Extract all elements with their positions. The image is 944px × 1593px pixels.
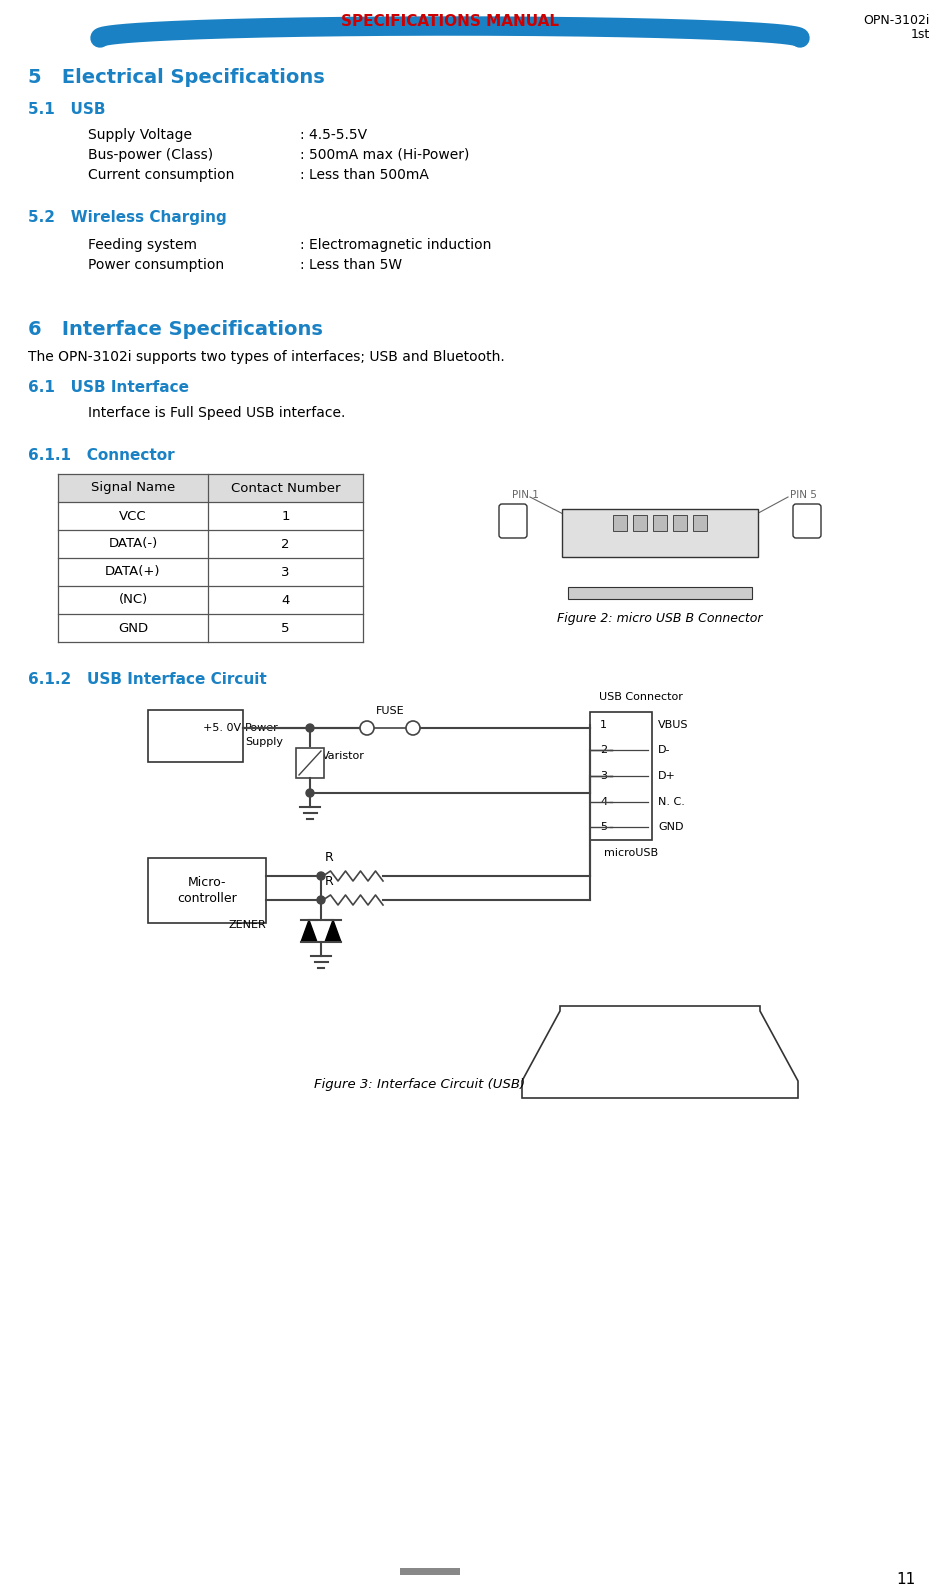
Text: 1: 1 bbox=[281, 510, 290, 523]
Text: ZENER: ZENER bbox=[228, 921, 266, 930]
Text: Figure 3: Interface Circuit (USB): Figure 3: Interface Circuit (USB) bbox=[314, 1078, 526, 1091]
Bar bbox=[653, 515, 667, 530]
Circle shape bbox=[317, 895, 325, 903]
Text: Figure 2: micro USB B Connector: Figure 2: micro USB B Connector bbox=[557, 612, 763, 624]
Text: D-: D- bbox=[658, 746, 670, 755]
Bar bbox=[400, 1568, 460, 1575]
Text: VCC: VCC bbox=[119, 510, 147, 523]
Bar bbox=[296, 749, 324, 777]
Circle shape bbox=[306, 723, 314, 733]
Text: OPN-3102i: OPN-3102i bbox=[864, 14, 930, 27]
Text: VBUS: VBUS bbox=[658, 720, 688, 730]
Circle shape bbox=[406, 722, 420, 734]
Bar bbox=[590, 712, 652, 840]
Text: 4: 4 bbox=[281, 594, 290, 607]
Text: 5.2   Wireless Charging: 5.2 Wireless Charging bbox=[28, 210, 227, 225]
Text: 2: 2 bbox=[600, 746, 607, 755]
Text: N. C.: N. C. bbox=[658, 796, 685, 806]
Text: 6.1.2   USB Interface Circuit: 6.1.2 USB Interface Circuit bbox=[28, 672, 267, 687]
Text: 5.1   USB: 5.1 USB bbox=[28, 102, 106, 116]
Text: PIN 1: PIN 1 bbox=[512, 491, 539, 500]
Text: DATA(+): DATA(+) bbox=[105, 566, 160, 578]
Text: 1: 1 bbox=[600, 720, 607, 730]
Text: DATA(-): DATA(-) bbox=[109, 537, 158, 551]
Bar bbox=[148, 859, 266, 922]
Text: D+: D+ bbox=[658, 771, 676, 781]
Text: USB Connector: USB Connector bbox=[599, 691, 683, 703]
Text: 5: 5 bbox=[281, 621, 290, 634]
Text: FUSE: FUSE bbox=[376, 706, 404, 715]
Text: : Electromagnetic induction: : Electromagnetic induction bbox=[300, 237, 492, 252]
Text: 3: 3 bbox=[600, 771, 607, 781]
Polygon shape bbox=[325, 921, 341, 941]
Text: : Less than 5W: : Less than 5W bbox=[300, 258, 402, 272]
Text: Micro-: Micro- bbox=[188, 876, 227, 889]
Text: GND: GND bbox=[118, 621, 148, 634]
Text: Signal Name: Signal Name bbox=[91, 481, 176, 494]
Text: 1st: 1st bbox=[911, 29, 930, 41]
Text: Supply: Supply bbox=[245, 738, 283, 747]
Text: microUSB: microUSB bbox=[604, 847, 658, 859]
Text: 4: 4 bbox=[600, 796, 607, 806]
Text: PIN 5: PIN 5 bbox=[790, 491, 817, 500]
Bar bbox=[562, 510, 758, 558]
Text: 3: 3 bbox=[281, 566, 290, 578]
Bar bbox=[58, 475, 363, 502]
Text: Supply Voltage: Supply Voltage bbox=[88, 127, 192, 142]
Text: R: R bbox=[325, 851, 333, 863]
Bar bbox=[613, 515, 627, 530]
Text: Current consumption: Current consumption bbox=[88, 167, 234, 182]
Bar bbox=[633, 515, 647, 530]
Bar bbox=[673, 515, 687, 530]
Circle shape bbox=[306, 789, 314, 796]
Text: Power consumption: Power consumption bbox=[88, 258, 224, 272]
Text: 11: 11 bbox=[897, 1572, 916, 1587]
Text: Contact Number: Contact Number bbox=[230, 481, 340, 494]
Text: 5: 5 bbox=[600, 822, 607, 832]
Polygon shape bbox=[522, 1007, 798, 1098]
Text: 6   Interface Specifications: 6 Interface Specifications bbox=[28, 320, 323, 339]
Polygon shape bbox=[301, 921, 317, 941]
Text: 6.1   USB Interface: 6.1 USB Interface bbox=[28, 381, 189, 395]
Text: : 4.5-5.5V: : 4.5-5.5V bbox=[300, 127, 367, 142]
Circle shape bbox=[360, 722, 374, 734]
Text: Feeding system: Feeding system bbox=[88, 237, 197, 252]
Bar bbox=[693, 515, 707, 530]
Bar bbox=[148, 710, 243, 761]
Text: controller: controller bbox=[177, 892, 237, 905]
Text: 5   Electrical Specifications: 5 Electrical Specifications bbox=[28, 68, 325, 88]
Text: Interface is Full Speed USB interface.: Interface is Full Speed USB interface. bbox=[88, 406, 346, 421]
FancyBboxPatch shape bbox=[499, 503, 527, 538]
Text: Power: Power bbox=[245, 723, 278, 733]
Text: R: R bbox=[325, 875, 333, 887]
Text: : 500mA max (Hi-Power): : 500mA max (Hi-Power) bbox=[300, 148, 469, 162]
Text: Varistor: Varistor bbox=[322, 750, 365, 761]
Text: GND: GND bbox=[658, 822, 683, 832]
Bar bbox=[568, 586, 752, 599]
Text: (NC): (NC) bbox=[118, 594, 147, 607]
Text: +5. 0V: +5. 0V bbox=[203, 723, 241, 733]
Text: Bus-power (Class): Bus-power (Class) bbox=[88, 148, 213, 162]
Text: SPECIFICATIONS MANUAL: SPECIFICATIONS MANUAL bbox=[341, 14, 559, 29]
FancyBboxPatch shape bbox=[793, 503, 821, 538]
Circle shape bbox=[317, 871, 325, 879]
Text: 6.1.1   Connector: 6.1.1 Connector bbox=[28, 448, 175, 464]
Text: : Less than 500mA: : Less than 500mA bbox=[300, 167, 429, 182]
Text: 2: 2 bbox=[281, 537, 290, 551]
Text: The OPN-3102i supports two types of interfaces; USB and Bluetooth.: The OPN-3102i supports two types of inte… bbox=[28, 350, 505, 363]
